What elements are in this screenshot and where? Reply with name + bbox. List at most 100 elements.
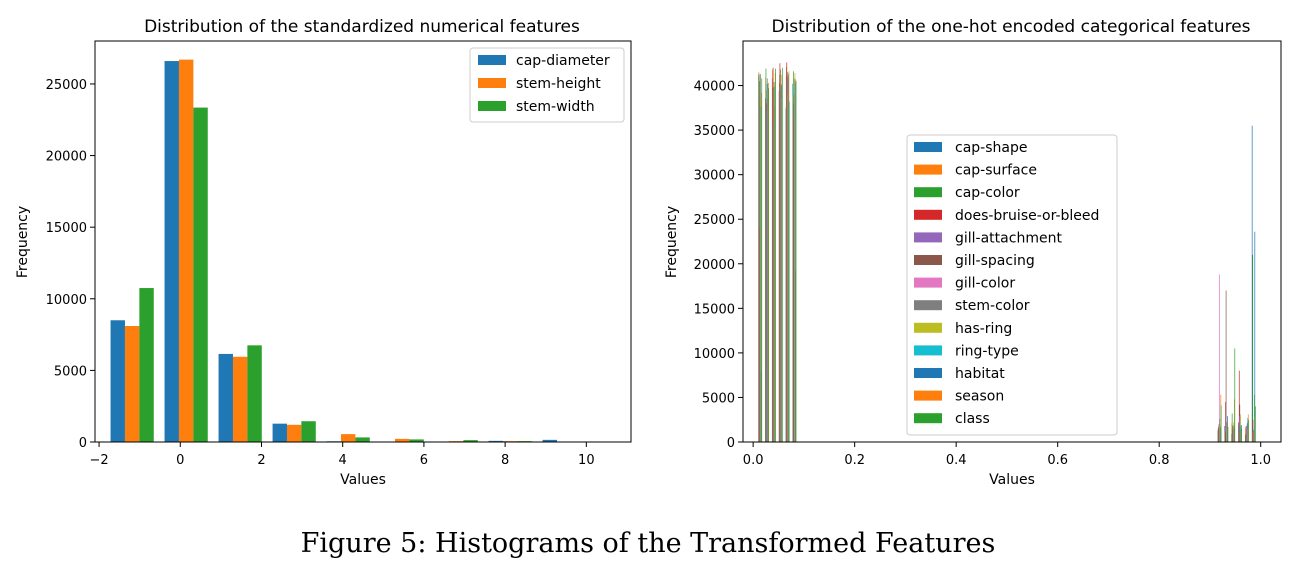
right-legend-swatch — [914, 413, 942, 424]
left-bar-cap-diameter-0 — [110, 320, 125, 442]
left-bar-cap-diameter-1 — [164, 61, 179, 443]
right-x-axis-label: Values — [989, 472, 1035, 488]
right-legend-label: stem-color — [955, 298, 1030, 314]
right-legend: cap-shape cap-surface cap-color does-bruise… — [906, 134, 1118, 436]
left-bar-cap-diameter-7 — [488, 440, 503, 442]
right-bar-ring-type-zero-0 — [760, 106, 762, 442]
left-chart: Distribution of the standardized numeric… — [15, 17, 632, 488]
right-ytick-label: 5000 — [702, 391, 735, 406]
figure-caption: Figure 5: Histograms of the Transformed … — [300, 528, 996, 559]
right-ytick-label: 15000 — [694, 302, 735, 317]
right-legend-swatch — [914, 232, 942, 243]
right-bar-class-zero-5 — [795, 81, 797, 442]
right-chart: Distribution of the one-hot encoded cate… — [664, 17, 1282, 488]
right-bar-class-one-5 — [1255, 406, 1256, 442]
right-ytick-label: 10000 — [694, 347, 735, 362]
right-bar-class-one-0 — [1220, 405, 1222, 442]
right-xtick-label: 0.2 — [844, 453, 865, 468]
right-legend-swatch — [914, 255, 942, 265]
left-bar-stem-height-0 — [124, 325, 140, 442]
left-ytick-label: 15000 — [46, 221, 87, 236]
right-bar-cap-shape-one-5 — [1251, 125, 1253, 443]
right-legend-swatch — [914, 368, 942, 378]
left-xtick-label: 6 — [420, 453, 428, 468]
right-legend-swatch — [914, 164, 942, 175]
right-legend-label: gill-attachment — [955, 230, 1062, 246]
left-plot-frame — [94, 40, 632, 443]
left-bar-stem-width-5 — [409, 439, 424, 442]
left-legend-label: cap-diameter — [516, 53, 610, 69]
left-bar-cap-diameter-8 — [542, 439, 558, 442]
left-xtick-label: 10 — [578, 453, 595, 468]
right-legend-label: does-bruise-or-bleed — [955, 208, 1099, 224]
right-xtick-label: 0.0 — [743, 453, 764, 468]
left-legend: cap-diameter stem-height stem-width — [469, 47, 625, 123]
right-legend-swatch — [914, 142, 942, 152]
left-ytick-label: 25000 — [46, 78, 87, 93]
right-chart-title: Distribution of the one-hot encoded cate… — [771, 17, 1250, 37]
left-legend-label: stem-height — [516, 76, 601, 92]
right-legend-swatch — [914, 300, 942, 311]
left-ytick-label: 0 — [79, 436, 87, 451]
right-bar-class-one-1 — [1227, 426, 1229, 442]
figure: Distribution of the standardized numeric… — [15, 17, 1282, 488]
right-bar-class-zero-1 — [768, 88, 769, 443]
left-legend-swatch — [478, 55, 506, 65]
right-bar-gill-spacing-one-1 — [1225, 290, 1227, 442]
right-bar-class-one-3 — [1241, 425, 1242, 442]
right-xtick-label: 1.0 — [1250, 453, 1271, 468]
left-bar-stem-width-6 — [463, 440, 478, 442]
right-bar-class-zero-3 — [781, 67, 783, 442]
right-bar-cap-color-one-2 — [1231, 413, 1233, 442]
right-legend-swatch — [914, 390, 942, 401]
right-legend-label: class — [955, 411, 990, 427]
left-ytick-label: 5000 — [54, 364, 87, 379]
right-legend-swatch — [914, 322, 942, 333]
right-bar-cap-color-one-5 — [1252, 254, 1254, 442]
left-bar-stem-height-3 — [286, 424, 302, 442]
left-bar-stem-height-2 — [232, 356, 248, 442]
left-bar-stem-height-4 — [340, 434, 356, 442]
right-legend-swatch — [914, 209, 942, 220]
right-legend-swatch — [914, 345, 942, 356]
left-ytick-label: 20000 — [46, 150, 87, 165]
left-bar-stem-width-2 — [247, 345, 262, 442]
right-legend-label: habitat — [955, 366, 1005, 382]
right-bar-does-bruise-or-bleed-one-3 — [1238, 370, 1240, 442]
right-xtick-label: 0.8 — [1149, 453, 1170, 468]
right-legend-label: gill-spacing — [955, 253, 1035, 269]
left-xtick-label: 4 — [339, 453, 347, 468]
right-plot-frame — [742, 40, 1282, 443]
right-xtick-label: 0.4 — [946, 453, 967, 468]
right-bar-class-one-2 — [1234, 348, 1236, 442]
left-xtick-label: −2 — [89, 453, 108, 468]
left-legend-swatch — [478, 78, 506, 88]
right-legend-label: ring-type — [955, 343, 1019, 359]
left-legend-swatch — [478, 101, 506, 111]
right-bar-class-zero-2 — [775, 68, 776, 442]
right-y-axis-label: Frequency — [664, 206, 680, 278]
right-bar-class-zero-0 — [761, 78, 763, 442]
right-bar-class-zero-4 — [788, 101, 790, 443]
right-legend-label: gill-color — [955, 276, 1015, 292]
right-legend-swatch — [914, 277, 942, 288]
right-ytick-label: 40000 — [694, 80, 735, 95]
right-ytick-label: 20000 — [694, 258, 735, 273]
right-bar-cap-shape-one-3 — [1238, 422, 1239, 442]
left-xtick-label: 8 — [501, 453, 509, 468]
right-ytick-label: 30000 — [694, 169, 735, 184]
right-ytick-label: 25000 — [694, 213, 735, 228]
left-bar-stem-height-1 — [178, 59, 194, 442]
left-bar-cap-diameter-3 — [272, 423, 287, 442]
right-legend-swatch — [914, 187, 942, 198]
right-legend-label: has-ring — [955, 321, 1012, 337]
left-xtick-label: 2 — [257, 453, 265, 468]
right-xtick-label: 0.6 — [1047, 453, 1068, 468]
left-legend-label: stem-width — [516, 99, 595, 115]
right-ytick-label: 35000 — [694, 124, 735, 139]
left-y-axis-label: Frequency — [15, 206, 31, 278]
right-legend-label: cap-color — [955, 185, 1020, 201]
left-bar-stem-width-1 — [193, 107, 208, 443]
right-legend-label: cap-shape — [955, 140, 1027, 156]
right-legend-label: cap-surface — [955, 163, 1037, 179]
